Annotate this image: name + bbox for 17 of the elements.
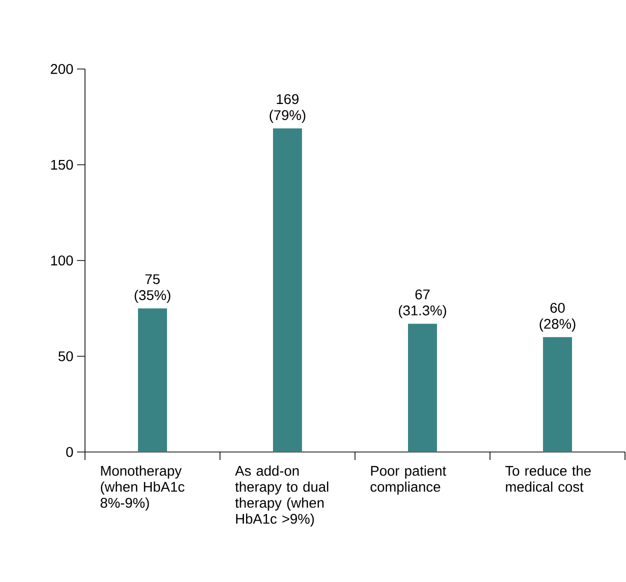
bar [408, 324, 438, 452]
bar [543, 337, 572, 452]
x-tick-label: To reduce the medical cost [505, 466, 591, 492]
y-tick-label: 50 [58, 351, 73, 362]
data-label: 60 (28%) [540, 302, 576, 332]
bar [273, 128, 302, 452]
data-label: 75 (35%) [134, 274, 170, 303]
y-tick-label: 150 [51, 160, 73, 170]
data-label: 169 (79%) [270, 94, 306, 123]
y-tick-label: 200 [50, 64, 73, 74]
x-tick-label: Monotherapy (when HbA1c 8%-9%) [100, 466, 184, 511]
bar [138, 308, 167, 452]
y-tick-label: 100 [51, 256, 73, 266]
x-tick-label: As add-on therapy to dual therapy (when HbA1c >9%) [235, 466, 328, 527]
x-tick-label: Poor patient compliance [370, 466, 446, 495]
y-tick-label: 0 [66, 447, 73, 457]
data-label: 67 (31.3%) [398, 289, 446, 318]
